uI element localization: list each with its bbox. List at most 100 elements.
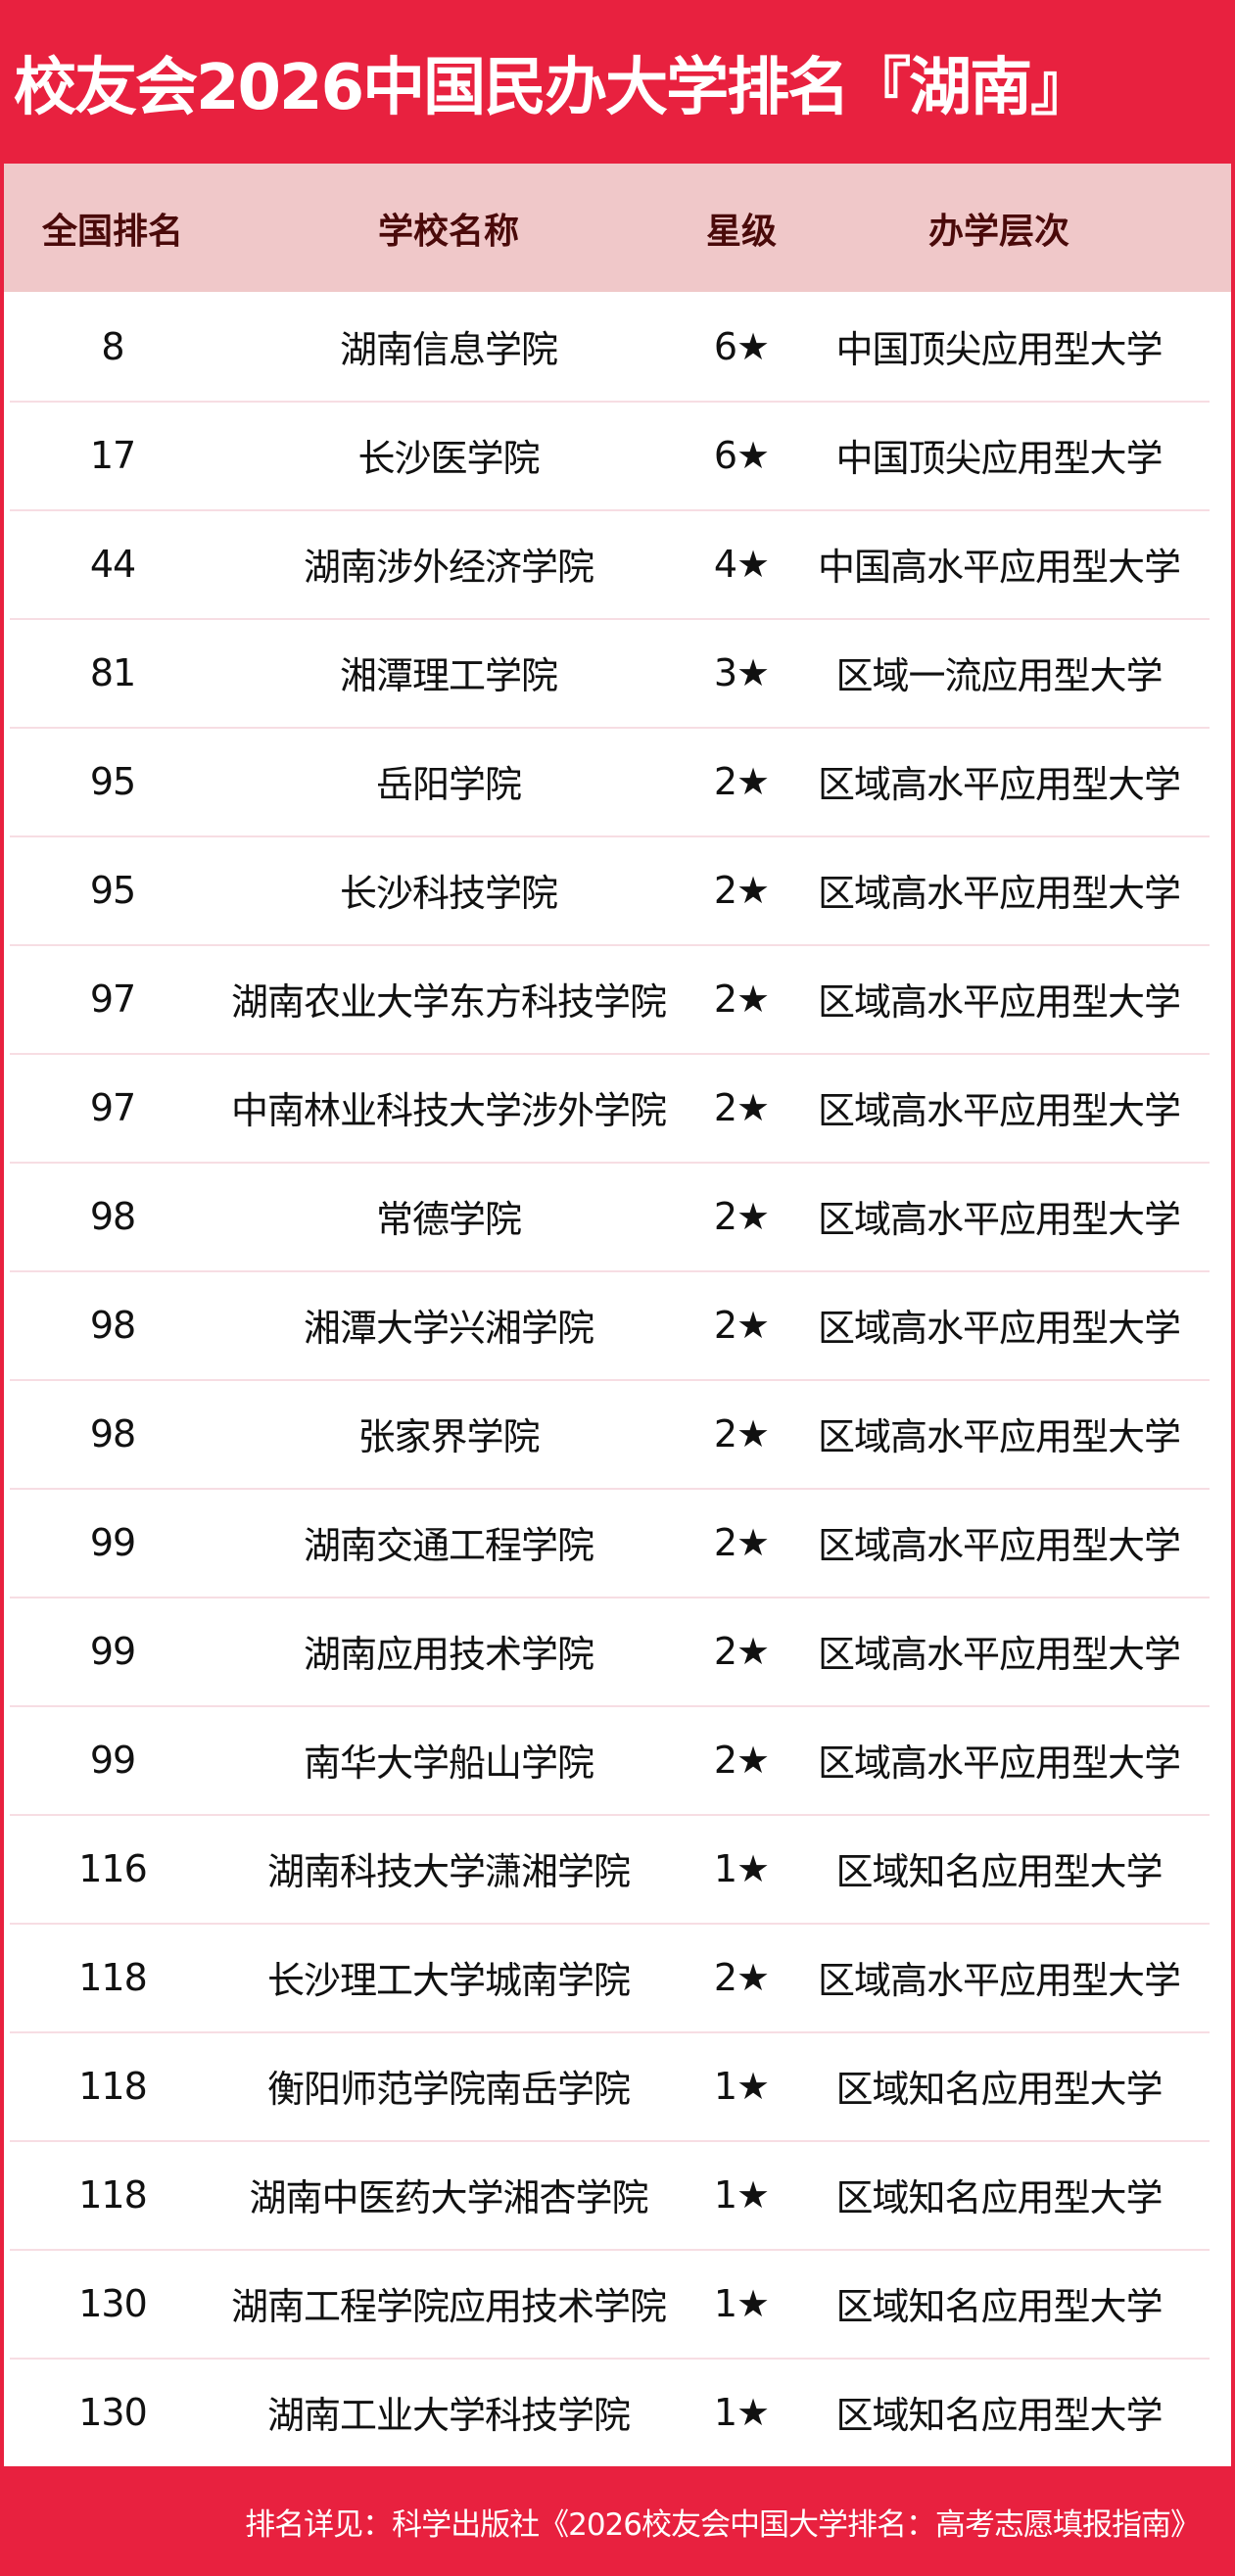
school-name-cell: 湖南工程学院应用技术学院 [230,2285,667,2328]
school-name-cell: 常德学院 [375,1198,522,1241]
school-name-cell: 湖南应用技术学院 [303,1633,594,1676]
level-cell: 区域知名应用型大学 [835,2285,1163,2328]
table-row: 44 湖南涉外经济学院 4★ 中国高水平应用型大学 [4,509,1231,618]
level-cell: 中国顶尖应用型大学 [835,328,1163,371]
rank-cell: 81 [89,650,136,694]
level-cell: 区域高水平应用型大学 [817,1959,1181,2002]
school-name-cell: 湖南信息学院 [339,328,558,371]
page-title: 校友会2026中国民办大学排名『湖南』 [14,51,1093,124]
table-row: 118 衡阳师范学院南岳学院 1★ 区域知名应用型大学 [4,2031,1231,2140]
table-row: 118 长沙理工大学城南学院 2★ 区域高水平应用型大学 [4,1923,1231,2031]
rank-cell: 44 [89,542,136,586]
school-name-cell: 岳阳学院 [375,763,522,806]
school-name-cell: 南华大学船山学院 [303,1741,594,1785]
star-rating-cell: 2★ [713,1955,770,1999]
star-rating-cell: 1★ [713,2064,770,2108]
table-row: 17 长沙医学院 6★ 中国顶尖应用型大学 [4,401,1231,509]
rank-cell: 95 [89,759,136,803]
level-cell: 区域知名应用型大学 [835,1850,1163,1893]
table-row: 81 湘潭理工学院 3★ 区域一流应用型大学 [4,618,1231,727]
rank-cell: 99 [89,1520,136,1564]
level-cell: 区域知名应用型大学 [835,2394,1163,2437]
rank-cell: 118 [78,2064,148,2108]
table-row: 130 湖南工业大学科技学院 1★ 区域知名应用型大学 [4,2358,1231,2466]
table-header: 全国排名 学校名称 星级 办学层次 [4,164,1231,292]
level-cell: 中国顶尖应用型大学 [835,437,1163,480]
star-rating-cell: 6★ [713,324,770,368]
rank-cell: 98 [89,1411,136,1455]
level-cell: 区域一流应用型大学 [835,654,1163,697]
table-row: 118 湖南中医药大学湘杏学院 1★ 区域知名应用型大学 [4,2140,1231,2249]
ranking-table: 全国排名 学校名称 星级 办学层次 8 湖南信息学院 6★ 中国顶尖应用型大学 17 长沙… [4,164,1231,2466]
level-cell: 区域高水平应用型大学 [817,763,1181,806]
table-row: 95 岳阳学院 2★ 区域高水平应用型大学 [4,727,1231,835]
school-name-cell: 张家界学院 [357,1415,540,1458]
level-cell: 中国高水平应用型大学 [817,546,1181,589]
star-rating-cell: 2★ [713,759,770,803]
school-name-cell: 湘潭理工学院 [339,654,558,697]
star-rating-cell: 2★ [713,1194,770,1238]
header-rank: 全国排名 [41,211,183,252]
star-rating-cell: 2★ [713,977,770,1021]
rank-cell: 17 [89,433,136,477]
level-cell: 区域知名应用型大学 [835,2068,1163,2111]
school-name-cell: 湘潭大学兴湘学院 [303,1307,594,1350]
school-name-cell: 长沙理工大学城南学院 [266,1959,631,2002]
header-stars: 星级 [705,211,777,252]
star-rating-cell: 1★ [713,2172,770,2217]
level-cell: 区域高水平应用型大学 [817,1089,1181,1132]
header-school: 学校名称 [377,211,519,252]
rank-cell: 116 [78,1846,148,1890]
level-cell: 区域高水平应用型大学 [817,1633,1181,1676]
rank-cell: 8 [101,324,124,368]
star-rating-cell: 2★ [713,1303,770,1347]
table-row: 97 湖南农业大学东方科技学院 2★ 区域高水平应用型大学 [4,944,1231,1053]
level-cell: 区域高水平应用型大学 [817,1198,1181,1241]
rank-cell: 130 [78,2281,148,2325]
rank-cell: 118 [78,1955,148,1999]
table-row: 130 湖南工程学院应用技术学院 1★ 区域知名应用型大学 [4,2249,1231,2358]
star-rating-cell: 1★ [713,1846,770,1890]
star-rating-cell: 1★ [713,2390,770,2434]
star-rating-cell: 6★ [713,433,770,477]
school-name-cell: 湖南科技大学潇湘学院 [266,1850,631,1893]
table-row: 98 湘潭大学兴湘学院 2★ 区域高水平应用型大学 [4,1270,1231,1379]
rank-cell: 99 [89,1738,136,1782]
level-cell: 区域高水平应用型大学 [817,872,1181,915]
star-rating-cell: 2★ [713,1411,770,1455]
school-name-cell: 中南林业科技大学涉外学院 [230,1089,667,1132]
school-name-cell: 湖南中医药大学湘杏学院 [249,2176,648,2219]
table-row: 95 长沙科技学院 2★ 区域高水平应用型大学 [4,835,1231,944]
star-rating-cell: 2★ [713,1520,770,1564]
table-body: 8 湖南信息学院 6★ 中国顶尖应用型大学 17 长沙医学院 6★ 中国顶尖应用型大学 44 湖南… [4,292,1231,2466]
star-rating-cell: 1★ [713,2281,770,2325]
star-rating-cell: 2★ [713,1738,770,1782]
school-name-cell: 长沙医学院 [357,437,540,480]
rank-cell: 97 [89,1085,136,1129]
school-name-cell: 湖南涉外经济学院 [303,546,594,589]
table-row: 116 湖南科技大学潇湘学院 1★ 区域知名应用型大学 [4,1814,1231,1923]
school-name-cell: 衡阳师范学院南岳学院 [266,2068,631,2111]
rank-cell: 99 [89,1629,136,1673]
school-name-cell: 长沙科技学院 [339,872,558,915]
table-row: 99 湖南应用技术学院 2★ 区域高水平应用型大学 [4,1597,1231,1705]
header-level: 办学层次 [927,211,1069,252]
star-rating-cell: 2★ [713,868,770,912]
level-cell: 区域高水平应用型大学 [817,980,1181,1024]
school-name-cell: 湖南农业大学东方科技学院 [230,980,667,1024]
rank-cell: 130 [78,2390,148,2434]
table-row: 98 常德学院 2★ 区域高水平应用型大学 [4,1162,1231,1270]
star-rating-cell: 4★ [713,542,770,586]
table-row: 98 张家界学院 2★ 区域高水平应用型大学 [4,1379,1231,1488]
rank-cell: 118 [78,2172,148,2217]
level-cell: 区域高水平应用型大学 [817,1415,1181,1458]
rank-cell: 98 [89,1303,136,1347]
level-cell: 区域知名应用型大学 [835,2176,1163,2219]
footer-source-note: 排名详见：科学出版社《2026校友会中国大学排名：高考志愿填报指南》 [245,2506,1201,2543]
level-cell: 区域高水平应用型大学 [817,1307,1181,1350]
table-row: 99 湖南交通工程学院 2★ 区域高水平应用型大学 [4,1488,1231,1597]
school-name-cell: 湖南工业大学科技学院 [266,2394,631,2437]
table-row: 99 南华大学船山学院 2★ 区域高水平应用型大学 [4,1705,1231,1814]
school-name-cell: 湖南交通工程学院 [303,1524,594,1567]
rank-cell: 97 [89,977,136,1021]
